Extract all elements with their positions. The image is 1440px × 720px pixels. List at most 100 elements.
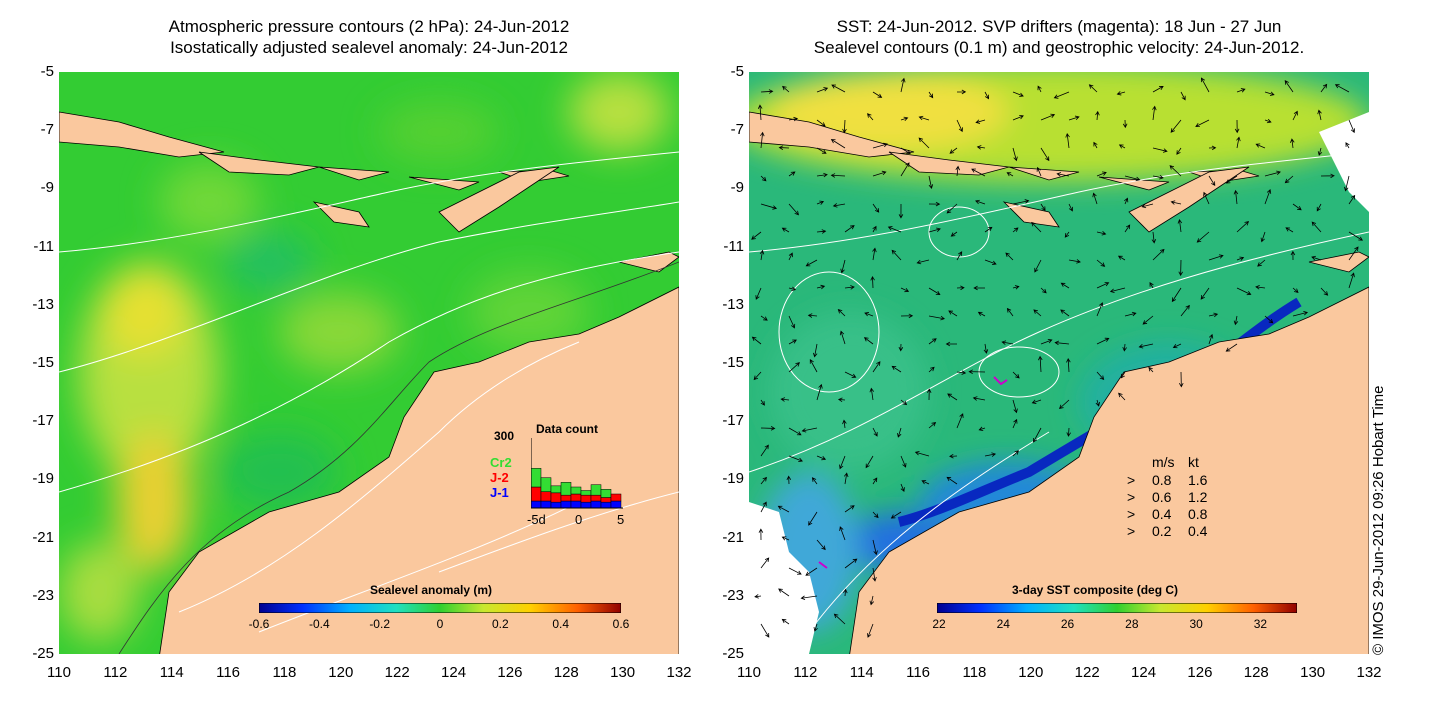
velocity-arrow	[755, 287, 762, 300]
velocity-arrow	[1068, 203, 1073, 212]
x-tick-label: 120	[1018, 664, 1044, 681]
velocity-arrow	[1208, 175, 1216, 187]
velocity-arrow	[928, 366, 935, 373]
velocity-arrow	[808, 511, 818, 526]
velocity-arrow	[760, 476, 767, 485]
data-count-legend-item: J-2	[490, 470, 509, 485]
velocity-arrow	[976, 145, 986, 150]
velocity-arrow	[1290, 250, 1296, 261]
velocity-arrow	[1320, 173, 1335, 179]
x-tick-label: 110	[737, 664, 761, 681]
x-tick-label: 112	[103, 664, 128, 681]
velocity-arrow	[1317, 109, 1322, 121]
y-tick-label: -11	[33, 237, 54, 255]
velocity-arrow	[778, 145, 790, 150]
velocity-arrow	[928, 421, 937, 429]
sst-colorbar-tick: 22	[932, 617, 946, 631]
y-tick-label: -15	[722, 354, 744, 371]
data-count-bar-cr2	[590, 484, 602, 496]
sla-colorbar-tick: 0.2	[491, 617, 509, 631]
data-count-bar-cr2	[570, 486, 582, 495]
velocity-arrow	[1264, 189, 1272, 205]
data-count-bar-j1	[600, 501, 612, 509]
velocity-arrow	[1060, 309, 1070, 317]
velocity-arrow	[839, 526, 846, 541]
velocity-arrow	[1037, 85, 1042, 93]
y-tick-label: -9	[730, 179, 744, 197]
velocity-arrow	[864, 312, 874, 317]
velocity-arrow	[1040, 147, 1050, 162]
velocity-arrow	[1348, 231, 1364, 241]
imos-footer: © IMOS 29-Jun-2012 09:26 Hobart Time	[1370, 385, 1387, 655]
velocity-arrow	[1316, 203, 1322, 212]
velocity-arrow	[1012, 371, 1020, 379]
velocity-arrow	[760, 426, 776, 431]
data-count-title: Data count	[536, 422, 599, 436]
velocity-arrow	[946, 476, 958, 485]
data-count-bar-j1	[580, 501, 592, 509]
velocity-arrow	[1264, 91, 1275, 96]
velocity-arrow	[842, 419, 847, 429]
velocity-arrow	[928, 91, 934, 99]
x-tick-label: 114	[849, 664, 874, 681]
velocity-arrow	[788, 455, 803, 463]
velocity-arrow	[1142, 315, 1154, 325]
x-tick-label: 120	[328, 664, 354, 681]
velocity-arrow	[1012, 199, 1030, 205]
data-count-bar-cr2	[540, 477, 552, 492]
velocity-arrow	[984, 452, 997, 457]
velocity-arrow	[1096, 282, 1110, 289]
velocity-arrow	[914, 450, 930, 457]
data-count-bar-j2	[600, 497, 612, 503]
velocity-arrow	[1151, 231, 1157, 244]
velocity-arrow	[781, 618, 790, 625]
velocity-arrow	[863, 337, 874, 345]
velocity-arrow	[872, 203, 880, 213]
velocity-arrow	[1348, 194, 1356, 205]
velocity-arrow	[805, 567, 818, 576]
velocity-arrow	[956, 89, 967, 95]
velocity-arrow	[1012, 91, 1024, 97]
y-tick-label: -5	[730, 63, 744, 80]
velocity-arrow	[760, 89, 774, 94]
velocity-arrow	[816, 284, 826, 290]
velocity-arrow	[1170, 200, 1182, 205]
velocity-arrow	[949, 147, 958, 154]
velocity-arrow	[1320, 287, 1329, 296]
velocity-arrow	[1031, 221, 1042, 233]
velocity-arrow	[782, 85, 790, 93]
velocity-arrow	[1320, 83, 1328, 93]
velocity-legend-arrow-icon: >	[1127, 489, 1136, 505]
velocity-legend-kt: 1.2	[1188, 489, 1208, 505]
sla-anomaly-patches	[59, 72, 669, 642]
velocity-arrow	[872, 142, 888, 149]
velocity-arrow	[900, 116, 909, 122]
velocity-arrow	[872, 170, 887, 177]
velocity-arrow	[777, 505, 790, 513]
velocity-arrow	[839, 330, 846, 345]
velocity-arrow	[971, 168, 986, 177]
velocity-arrow	[1141, 203, 1154, 209]
data-count-legend-item: J-1	[490, 485, 509, 500]
velocity-arrow	[844, 285, 855, 290]
velocity-legend-arrow-icon: >	[1127, 472, 1136, 488]
velocity-arrow	[816, 455, 827, 461]
velocity-arrow	[1284, 80, 1294, 93]
velocity-arrow	[1040, 113, 1056, 121]
velocity-arrow	[1180, 91, 1186, 101]
velocity-arrow	[754, 594, 762, 599]
velocity-arrow	[1345, 142, 1350, 149]
y-tick-label: -11	[723, 237, 744, 255]
velocity-arrow	[816, 539, 826, 551]
velocity-arrow	[891, 249, 902, 261]
velocity-arrow	[1122, 343, 1127, 352]
velocity-legend-ms-header: m/s	[1152, 454, 1175, 470]
y-tick-label: -15	[32, 354, 54, 371]
data-count-chart	[531, 438, 623, 509]
velocity-arrow	[781, 227, 790, 233]
data-count-bar-j1	[590, 500, 602, 509]
velocity-arrow	[977, 311, 986, 317]
velocity-arrow	[1203, 191, 1210, 205]
velocity-arrow	[1001, 340, 1014, 345]
velocity-arrow	[1120, 371, 1126, 379]
